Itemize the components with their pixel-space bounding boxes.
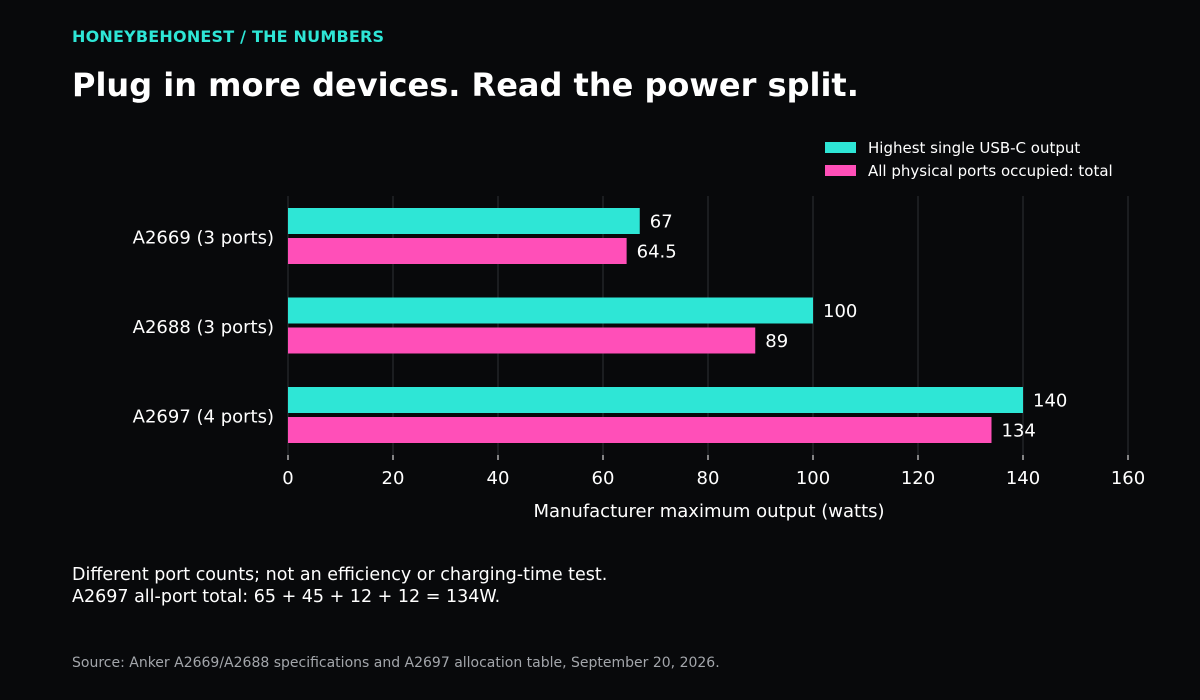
bar [288, 327, 756, 354]
data-label: 134 [1002, 421, 1036, 442]
chart-title: Plug in more devices. Read the power spl… [72, 66, 859, 104]
data-label: 89 [765, 331, 788, 352]
x-tick-label: 20 [382, 468, 405, 489]
kicker: HONEYBEHONEST / THE NUMBERS [72, 27, 385, 46]
y-tick-label: A2669 (3 ports) [133, 228, 274, 249]
legend: Highest single USB-C output All physical … [825, 139, 1113, 180]
notes: Different port counts; not an efficiency… [72, 564, 607, 608]
x-axis-label: Manufacturer maximum output (watts) [533, 501, 884, 522]
axes: 0 20 40 60 80 100 120 140 160 Manufacturer maximu… [133, 228, 1146, 523]
source-note: Source: Anker A2669/A2688 specifications… [72, 655, 720, 671]
data-label: 140 [1033, 391, 1067, 412]
data-label: 67 [650, 212, 673, 233]
bar [288, 208, 640, 234]
y-tick-label: A2697 (4 ports) [133, 407, 274, 428]
bar-chart: 67 64.5 100 89 140 134 0 20 40 60 80 100 120 140 160 M… [133, 139, 1146, 523]
x-tick-label: 40 [487, 468, 510, 489]
bar [288, 417, 992, 443]
data-label: 100 [823, 301, 857, 322]
x-tick-label: 60 [592, 468, 615, 489]
bar [288, 387, 1023, 413]
value-labels: 67 64.5 100 89 140 134 [637, 212, 1068, 442]
legend-swatch [825, 165, 856, 176]
bar [288, 238, 627, 264]
note-line: A2697 all-port total: 65 + 45 + 12 + 12 … [72, 587, 501, 607]
x-tick-label: 140 [1006, 468, 1040, 489]
data-label: 64.5 [637, 242, 677, 263]
note-line: Different port counts; not an efficiency… [72, 565, 608, 585]
grid-lines [287, 196, 1129, 455]
legend-label: Highest single USB-C output [868, 139, 1080, 157]
x-tick-label: 80 [697, 468, 720, 489]
y-tick-label: A2688 (3 ports) [133, 317, 274, 338]
x-tick-label: 0 [282, 468, 293, 489]
bars [288, 208, 1023, 443]
x-tick-label: 120 [901, 468, 935, 489]
bar [288, 297, 813, 324]
x-tick-label: 100 [796, 468, 830, 489]
legend-label: All physical ports occupied: total [868, 162, 1113, 180]
x-tick-label: 160 [1111, 468, 1145, 489]
legend-swatch [825, 142, 856, 153]
